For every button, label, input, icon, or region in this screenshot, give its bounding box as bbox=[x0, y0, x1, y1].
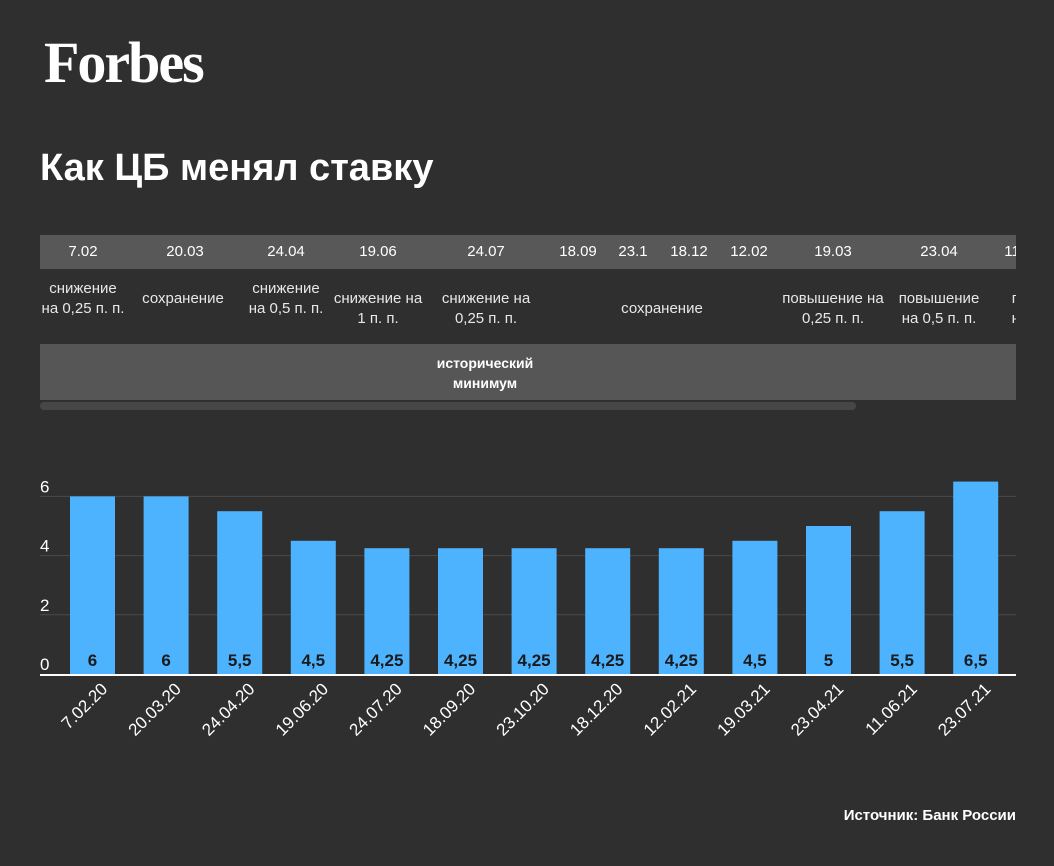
timeline-action: по на bbox=[1011, 290, 1016, 327]
x-tick-label: 20.03.20 bbox=[125, 679, 185, 739]
x-tick-label: 18.09.20 bbox=[419, 679, 479, 739]
x-tick-label: 12.02.21 bbox=[640, 679, 700, 739]
bar-value-label: 6,5 bbox=[964, 651, 988, 670]
bar bbox=[879, 511, 925, 674]
bar-value-label: 4,25 bbox=[444, 651, 477, 670]
x-tick-label: 11.06.21 bbox=[862, 679, 921, 738]
y-tick-label: 6 bbox=[40, 477, 49, 496]
timeline-action: снижение на 0,25 п. п. bbox=[41, 280, 125, 317]
forbes-logo: Forbes bbox=[44, 30, 205, 95]
bar bbox=[806, 526, 851, 674]
timeline-action: повышение на 0,25 п. п. bbox=[782, 290, 884, 327]
bar bbox=[70, 496, 115, 674]
bar bbox=[732, 540, 778, 674]
source-note: Источник: Банк России bbox=[843, 807, 1016, 824]
timeline-scrollbar[interactable] bbox=[40, 402, 856, 410]
timeline-date: 19.03 bbox=[814, 243, 852, 260]
y-tick-label: 0 bbox=[40, 655, 49, 674]
bar-value-label: 5,5 bbox=[228, 651, 252, 670]
timeline-action: снижение на 0,25 п. п. bbox=[441, 290, 531, 327]
page-title: Как ЦБ менял ставку bbox=[40, 147, 434, 189]
timeline-dates-bar: 7.02 20.03 24.04 19.06 24.07 18.09 23.1 … bbox=[40, 235, 1016, 269]
timeline-date: 24.04 bbox=[267, 243, 305, 260]
timeline-action: снижение на 1 п. п. bbox=[333, 290, 423, 327]
x-tick-label: 7.02.20 bbox=[58, 679, 112, 733]
timeline-date: 23.04 bbox=[920, 243, 958, 260]
bar-value-label: 4,5 bbox=[743, 651, 767, 670]
timeline-date: 20.03 bbox=[166, 243, 204, 260]
bar-value-label: 4,25 bbox=[370, 651, 403, 670]
bar-value-label: 4,5 bbox=[301, 651, 325, 670]
bar-value-label: 4,25 bbox=[518, 651, 551, 670]
rate-timeline[interactable]: 7.02 20.03 24.04 19.06 24.07 18.09 23.1 … bbox=[40, 235, 1016, 410]
bar-value-label: 5 bbox=[824, 651, 833, 670]
timeline-action: снижение на 0,5 п. п. bbox=[248, 280, 324, 317]
x-tick-label: 24.07.20 bbox=[345, 679, 405, 739]
timeline-date: 12.02 bbox=[730, 243, 768, 260]
bar bbox=[585, 548, 631, 674]
bar-value-label: 4,25 bbox=[665, 651, 698, 670]
bar-value-label: 6 bbox=[161, 651, 170, 670]
y-tick-label: 2 bbox=[40, 596, 49, 615]
bar bbox=[658, 548, 704, 674]
bar bbox=[953, 481, 999, 674]
x-tick-label: 23.10.20 bbox=[493, 679, 553, 739]
timeline-date: 7.02 bbox=[68, 243, 98, 260]
bar bbox=[217, 511, 263, 674]
timeline-date: 18.12 bbox=[670, 243, 708, 260]
timeline-date: 24.07 bbox=[467, 243, 505, 260]
rate-bar-chart: 0 2 4 6 6 7.02.20 6 20.03.20 5,5 24.04.20 4,5 19.06… bbox=[40, 477, 1016, 740]
timeline-action: сохранение bbox=[621, 300, 703, 317]
timeline-date: 18.09 bbox=[559, 243, 597, 260]
bar bbox=[143, 496, 189, 674]
x-tick-label: 18.12.20 bbox=[566, 679, 626, 739]
historic-minimum-label: исторический минимум bbox=[436, 355, 534, 391]
timeline-date: 11 bbox=[1004, 243, 1016, 260]
timeline-action: повышение на 0,5 п. п. bbox=[898, 290, 980, 327]
timeline-date: 19.06 bbox=[359, 243, 397, 260]
x-tick-label: 23.04.21 bbox=[787, 679, 847, 739]
bar bbox=[364, 548, 410, 674]
timeline-date: 23.1 bbox=[618, 243, 648, 260]
x-tick-label: 23.07.21 bbox=[934, 679, 994, 739]
bar bbox=[511, 548, 557, 674]
timeline-action: сохранение bbox=[142, 290, 224, 307]
x-tick-label: 24.04.20 bbox=[198, 679, 258, 739]
x-tick-label: 19.06.20 bbox=[272, 679, 332, 739]
bar-value-label: 4,25 bbox=[591, 651, 624, 670]
historic-minimum-band bbox=[40, 344, 1016, 400]
x-tick-label: 19.03.21 bbox=[713, 679, 773, 739]
y-tick-label: 4 bbox=[40, 537, 49, 556]
bar bbox=[290, 540, 336, 674]
bar-value-label: 6 bbox=[88, 651, 97, 670]
bar-value-label: 5,5 bbox=[890, 651, 914, 670]
bar bbox=[438, 548, 483, 674]
